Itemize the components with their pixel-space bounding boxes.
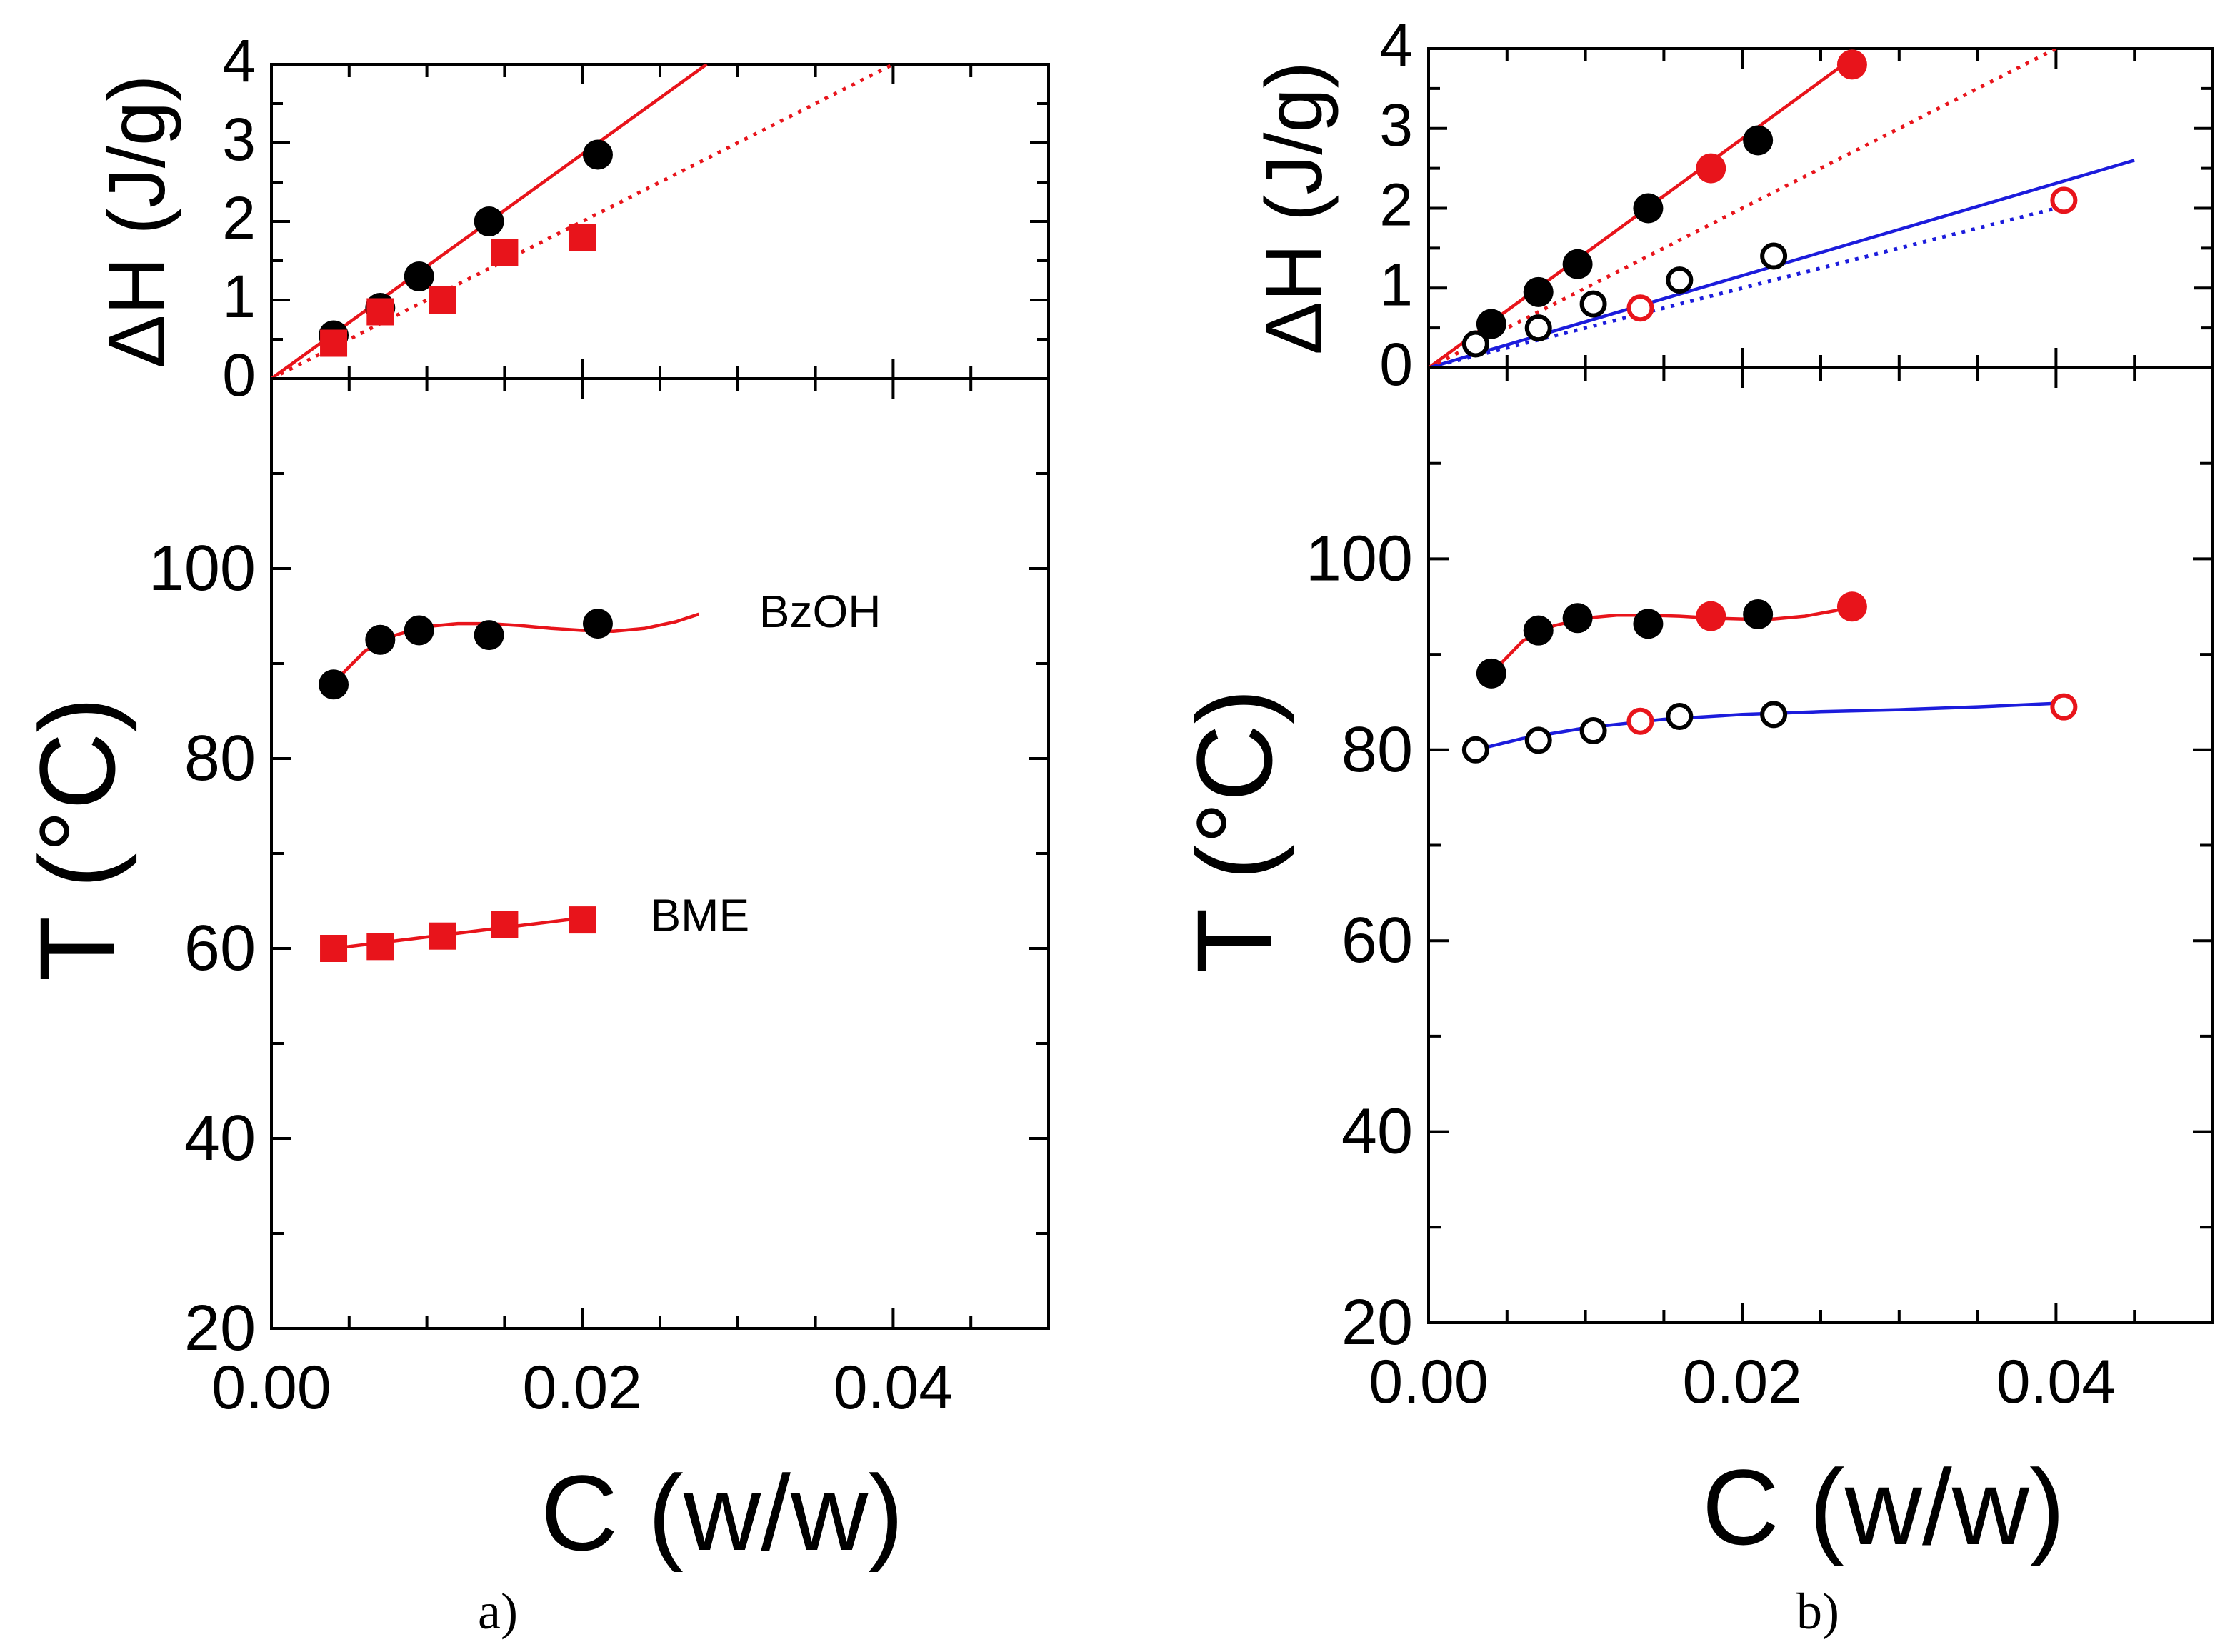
data-point xyxy=(404,615,434,646)
caption-b: b) xyxy=(1796,1583,1839,1640)
data-point xyxy=(1476,309,1506,339)
data-point xyxy=(491,911,519,938)
y-tick-label: 60 xyxy=(1341,905,1413,976)
y-tick-label: 2 xyxy=(222,184,256,251)
data-point xyxy=(1626,294,1654,322)
y-tick-label: 0 xyxy=(1379,331,1413,398)
data-point xyxy=(474,620,504,651)
y-tick-label: 40 xyxy=(184,1103,256,1174)
x-axis-title: C (w/w) xyxy=(1702,1447,2065,1567)
y-tick-label: 20 xyxy=(1341,1287,1413,1358)
data-point xyxy=(1696,601,1726,631)
data-point xyxy=(1760,701,1788,729)
y-tick-label: 100 xyxy=(149,533,256,604)
data-point xyxy=(1666,703,1694,731)
y-axis-title: T (°C) xyxy=(1174,689,1294,973)
caption-a: a) xyxy=(478,1583,518,1640)
y-tick-label: 80 xyxy=(1341,714,1413,786)
data-point xyxy=(1836,49,1867,80)
y-tick-label: 40 xyxy=(1341,1096,1413,1168)
data-point xyxy=(1626,707,1654,735)
series-annotation: BzOH xyxy=(759,586,881,637)
y-tick-label: 20 xyxy=(184,1293,256,1364)
x-axis-title: C (w/w) xyxy=(541,1453,904,1573)
data-point xyxy=(2050,693,2078,721)
data-point xyxy=(1562,249,1593,279)
data-point xyxy=(1461,330,1489,358)
data-point xyxy=(2050,186,2078,214)
y-axis-title: T (°C) xyxy=(17,697,137,982)
y-tick-label: 100 xyxy=(1306,523,1413,594)
data-point xyxy=(1562,603,1593,634)
x-tick-label: 0.02 xyxy=(1683,1348,1802,1416)
y-tick-label: 3 xyxy=(222,106,256,173)
data-point xyxy=(1524,726,1552,754)
y-tick-label: 2 xyxy=(1379,171,1413,239)
fit-line xyxy=(1490,605,1853,675)
data-point xyxy=(366,933,394,961)
plot-frame xyxy=(270,377,1050,1330)
data-point xyxy=(319,669,349,700)
panel-b-top-dh-chart: 0 1 2 3 4 ΔH (J/g) xyxy=(1249,11,2214,398)
data-point xyxy=(366,298,394,326)
data-point xyxy=(582,139,613,170)
data-point xyxy=(1760,242,1788,270)
data-point xyxy=(429,286,456,314)
plot-frame xyxy=(270,63,1050,380)
data-point xyxy=(1633,609,1664,639)
data-point xyxy=(429,922,456,950)
data-point xyxy=(474,206,504,236)
data-point xyxy=(582,609,613,639)
data-point xyxy=(1743,599,1774,629)
fit-line xyxy=(1429,49,2057,368)
data-point xyxy=(1579,717,1607,745)
x-tick-label: 0.04 xyxy=(1996,1348,2116,1416)
x-tick-label: 0.02 xyxy=(523,1353,642,1422)
data-point xyxy=(1633,193,1664,224)
data-point xyxy=(320,329,348,357)
y-tick-label: 3 xyxy=(1379,91,1413,159)
data-point xyxy=(1523,276,1554,307)
y-tick-label: 60 xyxy=(184,913,256,984)
panel-b-bottom-temperature-chart: 20 40 60 80 100 0.00 0.02 0.04 T (°C) C (w/w) xyxy=(1174,366,2214,1567)
data-point xyxy=(1523,615,1554,646)
data-point xyxy=(569,224,596,251)
data-point xyxy=(1696,153,1726,184)
data-point xyxy=(1476,658,1506,689)
data-point xyxy=(1836,591,1867,622)
data-point xyxy=(491,239,519,266)
series-annotation: BME xyxy=(650,889,749,941)
x-tick-label: 0.00 xyxy=(1369,1348,1488,1416)
y-tick-label: 80 xyxy=(184,723,256,794)
y-tick-label: 1 xyxy=(1379,251,1413,318)
data-point xyxy=(569,906,596,934)
panel-a-top-dh-chart: 0 1 2 3 4 ΔH (J/g) xyxy=(92,27,1050,409)
plot-frame xyxy=(1427,366,2214,1324)
y-axis-title: ΔH (J/g) xyxy=(92,75,181,369)
y-tick-label: 1 xyxy=(222,263,256,330)
y-tick-label: 4 xyxy=(222,27,256,94)
panel-a-bottom-temperature-chart: 20 40 60 80 100 0.00 0.02 0.04 T (°C) C (w/w) BzOH… xyxy=(17,377,1050,1573)
y-tick-label: 0 xyxy=(222,341,256,409)
fit-line xyxy=(271,64,894,379)
data-point xyxy=(365,624,396,655)
y-axis-title: ΔH (J/g) xyxy=(1249,61,1339,355)
x-tick-label: 0.00 xyxy=(211,1353,331,1422)
fit-line xyxy=(332,612,700,684)
x-tick-label: 0.04 xyxy=(834,1353,953,1422)
data-point xyxy=(1666,266,1694,294)
y-tick-label: 4 xyxy=(1379,11,1413,79)
data-point xyxy=(1579,290,1607,318)
data-point xyxy=(1461,736,1489,764)
data-point xyxy=(404,261,434,291)
data-point xyxy=(1743,125,1774,156)
data-point xyxy=(1524,314,1552,342)
data-point xyxy=(320,935,348,962)
